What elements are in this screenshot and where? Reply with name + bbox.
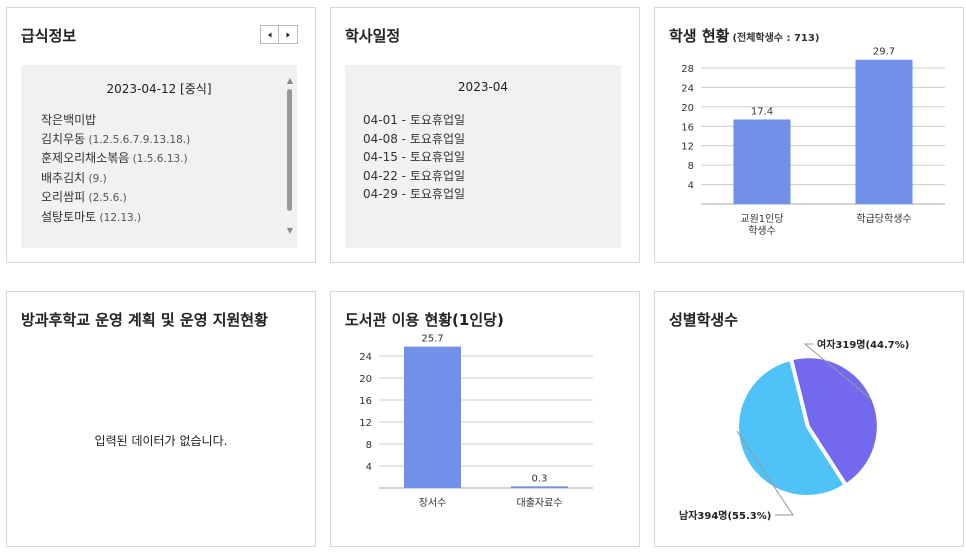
bar-value-label: 17.4	[751, 106, 773, 117]
meal-item-name: 김치우동	[41, 131, 86, 146]
meal-item-name: 배추김치	[41, 170, 86, 185]
meal-item: 오리쌈피 (2.5.6.)	[41, 188, 190, 208]
schedule-panel: 2023-04 04-01 - 토요휴업일 04-08 - 토요휴업일 04-15 …	[345, 65, 621, 248]
bar[interactable]	[733, 119, 791, 204]
y-tick-label: 24	[681, 83, 694, 94]
pie-slice[interactable]	[790, 356, 879, 486]
meal-scrollbar[interactable]: ▲ ▼	[286, 77, 294, 235]
bar[interactable]	[855, 59, 913, 204]
bar-value-label: 25.7	[421, 334, 443, 345]
x-tick-label: 학생수	[748, 225, 776, 237]
schedule-item: 04-15 - 토요휴업일	[363, 150, 466, 164]
empty-message: 입력된 데이터가 없습니다.	[94, 434, 228, 448]
meal-list: 작은백미밥 김치우동 (1.2.5.6.7.9.13.18.) 훈제오리채소볶음 (…	[41, 111, 190, 227]
meal-item-allergy: (9.)	[85, 172, 107, 185]
schedule-title: 학사일정	[345, 27, 401, 45]
x-tick-label: 대출자료수	[517, 497, 563, 509]
meal-pager	[260, 25, 298, 44]
meal-item-allergy: (2.5.6.)	[85, 192, 127, 204]
meal-item-name: 작은백미밥	[41, 113, 97, 127]
library-title: 도서관 이용 현황(1인당)	[345, 311, 504, 329]
scroll-thumb[interactable]	[287, 89, 292, 211]
schedule-list: 04-01 - 토요휴업일 04-08 - 토요휴업일 04-15 - 토요휴업일 0…	[363, 111, 465, 204]
schedule-item: 04-01 - 토요휴업일	[363, 113, 466, 127]
meal-item-allergy: (1.5.6.13.)	[129, 153, 188, 165]
y-tick-label: 24	[359, 352, 372, 363]
gender-pie-chart: 여자319명(44.7%) 남자394명(55.3%)	[679, 338, 909, 522]
afterschool-title: 방과후학교 운영 계획 및 운영 지원현황	[21, 311, 268, 329]
students-title-text: 학생 현황	[669, 27, 730, 45]
y-tick-label: 8	[688, 161, 694, 172]
y-tick-label: 12	[359, 418, 372, 429]
gender-card: 성별학생수 여자319명(44.7%) 남자394명(55.3%)	[654, 291, 964, 547]
students-card: 학생 현황 (전체학생수 : 713) 4 8 12 16 20 24 28 17.4 교원1인당…	[654, 7, 964, 263]
y-tick-label: 16	[681, 122, 694, 133]
meal-item-name: 오리쌈피	[41, 190, 86, 204]
meal-item: 김치우동 (1.2.5.6.7.9.13.18.)	[41, 130, 190, 150]
meal-item: 설탕토마토 (12.13.)	[41, 208, 190, 228]
afterschool-card: 방과후학교 운영 계획 및 운영 지원현황 입력된 데이터가 없습니다.	[6, 291, 316, 547]
y-tick-label: 16	[359, 396, 372, 407]
schedule-item: 04-08 - 토요휴업일	[363, 131, 466, 146]
bar-value-label: 0.3	[532, 473, 548, 484]
x-tick-label: 학급당학생수	[856, 213, 911, 225]
y-tick-label: 20	[681, 103, 694, 114]
pie-slice[interactable]	[737, 358, 846, 497]
bar-value-label: 29.7	[873, 47, 895, 58]
y-tick-label: 12	[681, 142, 694, 153]
meal-item-allergy: (12.13.)	[96, 211, 142, 224]
gender-title: 성별학생수	[669, 311, 739, 329]
library-bar-chart: 4 8 12 16 20 24 25.7 장서수 0.3 대출자료수	[359, 334, 593, 509]
meal-item-name: 훈제오리채소볶음	[41, 151, 130, 165]
pie-label: 여자319명(44.7%)	[817, 338, 909, 351]
y-tick-label: 20	[359, 374, 372, 385]
scroll-up-icon[interactable]: ▲	[286, 76, 294, 85]
schedule-card: 학사일정 2023-04 04-01 - 토요휴업일 04-08 - 토요휴업일 0…	[330, 7, 640, 263]
prev-day-button[interactable]	[260, 25, 279, 44]
schedule-month: 2023-04	[457, 80, 509, 94]
meal-item: 훈제오리채소볶음 (1.5.6.13.)	[41, 149, 190, 169]
y-tick-label: 4	[688, 181, 694, 192]
schedule-item: 04-29 - 토요휴업일	[363, 187, 466, 201]
scroll-down-icon[interactable]: ▼	[286, 226, 294, 235]
students-title: 학생 현황 (전체학생수 : 713)	[669, 25, 819, 46]
schedule-item: 04-22 - 토요휴업일	[363, 168, 466, 183]
pie-leader-line	[736, 430, 794, 516]
pie-label: 남자394명(55.3%)	[679, 509, 771, 522]
next-day-button[interactable]	[279, 25, 298, 44]
bar[interactable]	[511, 486, 568, 488]
triangle-right-icon	[286, 32, 290, 37]
y-tick-label: 4	[366, 462, 372, 473]
pie-leader-line	[803, 343, 872, 400]
meal-title: 급식정보	[21, 27, 77, 45]
y-tick-label: 8	[366, 440, 372, 451]
meal-item-name: 설탕토마토	[41, 209, 97, 224]
meal-date: 2023-04-12 [중식]	[106, 82, 212, 96]
y-tick-label: 28	[681, 64, 694, 75]
triangle-left-icon	[267, 32, 271, 37]
meal-item-allergy: (1.2.5.6.7.9.13.18.)	[85, 133, 191, 146]
meal-item: 배추김치 (9.)	[41, 169, 190, 189]
meal-item: 작은백미밥	[41, 111, 190, 130]
students-subtitle: (전체학생수 : 713)	[732, 33, 820, 44]
bar[interactable]	[404, 346, 461, 488]
x-tick-label: 교원1인당	[740, 213, 783, 225]
x-tick-label: 장서수	[419, 497, 447, 509]
library-card: 도서관 이용 현황(1인당) 4 8 12 16 20 24 25.7 장서수 0.3 대출자료수	[330, 291, 640, 547]
